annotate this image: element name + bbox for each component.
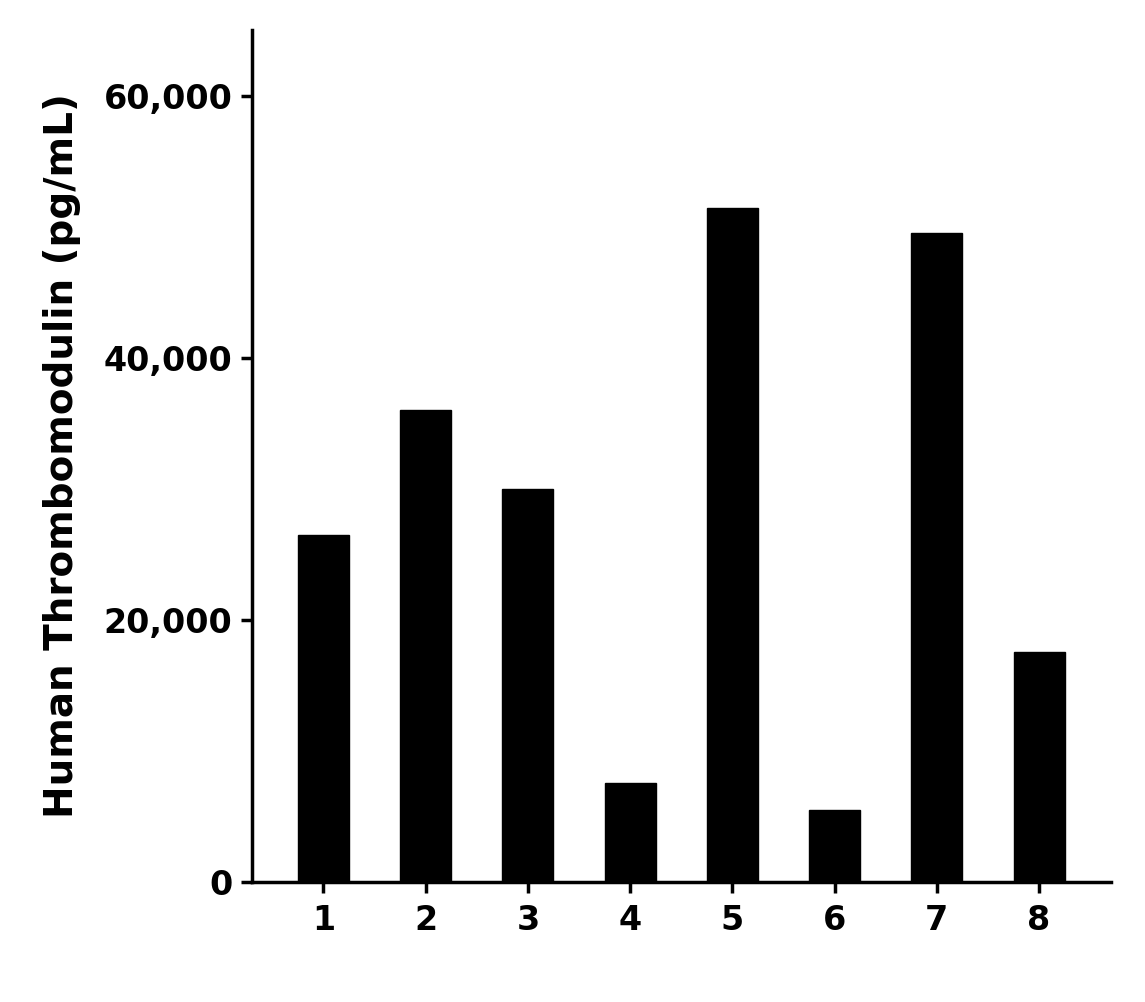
Bar: [298, 534, 349, 882]
Y-axis label: Human Thrombomodulin (pg/mL): Human Thrombomodulin (pg/mL): [44, 93, 81, 819]
Bar: [810, 810, 860, 882]
Bar: [911, 233, 963, 882]
Bar: [1013, 652, 1065, 882]
Bar: [706, 207, 758, 882]
Bar: [400, 410, 451, 882]
Bar: [605, 784, 656, 882]
Bar: [503, 489, 553, 882]
